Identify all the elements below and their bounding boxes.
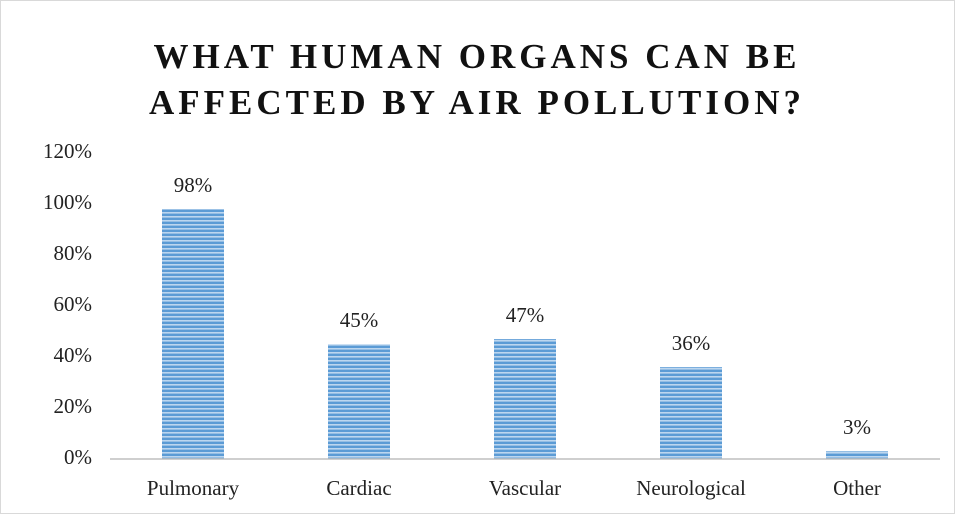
x-tick-label: Neurological — [636, 476, 746, 500]
y-tick-label: 20% — [54, 394, 93, 418]
x-tick-label: Cardiac — [326, 476, 391, 500]
x-tick-label: Other — [833, 476, 881, 500]
y-tick-label: 120% — [43, 139, 92, 163]
y-tick-label: 60% — [54, 292, 93, 316]
value-label: 45% — [340, 308, 379, 332]
value-label: 98% — [174, 173, 213, 197]
bar — [328, 344, 390, 459]
x-tick-label: Pulmonary — [147, 476, 240, 500]
y-tick-label: 40% — [54, 343, 93, 367]
value-label: 3% — [843, 415, 871, 439]
value-label: 36% — [672, 331, 711, 355]
bar — [826, 451, 888, 459]
chart-title: WHAT HUMAN ORGANS CAN BE AFFECTED BY AIR… — [149, 37, 805, 122]
bar — [494, 339, 556, 459]
bar — [162, 209, 224, 459]
value-label: 47% — [506, 303, 545, 327]
y-tick-label: 0% — [64, 445, 92, 469]
bar — [660, 367, 722, 459]
y-tick-label: 100% — [43, 190, 92, 214]
y-tick-label: 80% — [54, 241, 93, 265]
x-tick-label: Vascular — [489, 476, 561, 500]
